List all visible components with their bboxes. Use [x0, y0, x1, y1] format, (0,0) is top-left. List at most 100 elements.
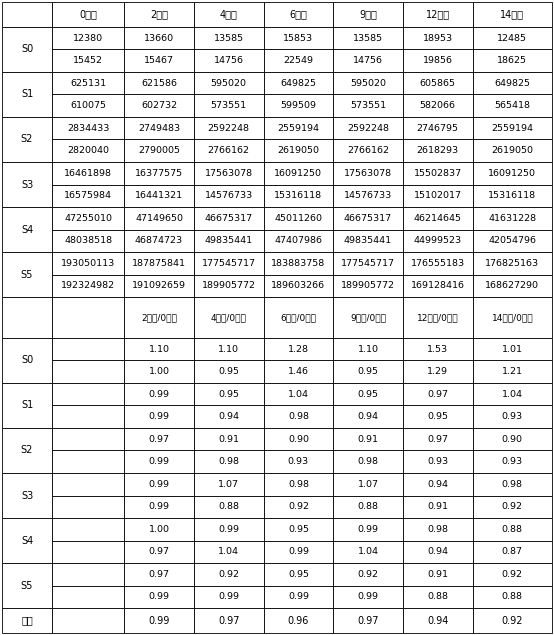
Text: 16441321: 16441321 [135, 191, 183, 200]
Bar [264, 207, 333, 230]
Text: S4: S4 [21, 225, 33, 234]
Bar [403, 27, 473, 50]
Text: 0.91: 0.91 [357, 435, 378, 444]
Text: 1.01: 1.01 [502, 345, 523, 354]
Bar [52, 297, 124, 338]
Text: 47407986: 47407986 [274, 236, 322, 245]
Text: 14576733: 14576733 [344, 191, 392, 200]
Bar [333, 495, 403, 518]
Text: 189905772: 189905772 [341, 281, 395, 290]
Bar [124, 608, 194, 633]
Bar [52, 428, 124, 450]
Bar [473, 72, 552, 95]
Bar [52, 338, 124, 360]
Bar [473, 540, 552, 563]
Bar [264, 297, 333, 338]
Bar [2, 72, 52, 117]
Text: 0.97: 0.97 [357, 615, 379, 625]
Bar [194, 608, 264, 633]
Bar [333, 383, 403, 405]
Text: 168627290: 168627290 [485, 281, 539, 290]
Bar [194, 585, 264, 608]
Bar [52, 2, 124, 27]
Text: 0.95: 0.95 [218, 390, 239, 399]
Text: 0.90: 0.90 [288, 435, 309, 444]
Text: 4个月: 4个月 [220, 10, 238, 20]
Text: 2592248: 2592248 [347, 124, 389, 133]
Bar [124, 230, 194, 252]
Text: 0.93: 0.93 [427, 457, 448, 466]
Bar [473, 405, 552, 428]
Bar [333, 252, 403, 275]
Text: 13585: 13585 [353, 34, 383, 43]
Text: 0.95: 0.95 [357, 390, 378, 399]
Text: 6个月: 6个月 [289, 10, 307, 20]
Text: 14756: 14756 [353, 56, 383, 65]
Bar [264, 383, 333, 405]
Text: 177545717: 177545717 [202, 259, 256, 268]
Text: 0.96: 0.96 [288, 615, 309, 625]
Text: S0: S0 [21, 44, 33, 55]
Text: 0.95: 0.95 [288, 525, 309, 534]
Text: 595020: 595020 [211, 79, 247, 88]
Text: 621586: 621586 [141, 79, 177, 88]
Bar [264, 428, 333, 450]
Text: 192324982: 192324982 [61, 281, 115, 290]
Text: 14756: 14756 [214, 56, 244, 65]
Bar [473, 27, 552, 50]
Bar [124, 162, 194, 185]
Bar [194, 185, 264, 207]
Bar [52, 50, 124, 72]
Text: 22549: 22549 [284, 56, 314, 65]
Text: 0.88: 0.88 [502, 592, 523, 601]
Text: S1: S1 [21, 90, 33, 100]
Text: 46675317: 46675317 [204, 214, 253, 223]
Text: 13585: 13585 [214, 34, 244, 43]
Text: 0.97: 0.97 [427, 390, 448, 399]
Bar [194, 117, 264, 140]
Bar [473, 185, 552, 207]
Text: 0.88: 0.88 [427, 592, 448, 601]
Text: 0.94: 0.94 [427, 615, 448, 625]
Text: S1: S1 [21, 401, 33, 410]
Bar [194, 338, 264, 360]
Bar [473, 297, 552, 338]
Bar [403, 117, 473, 140]
Bar [403, 95, 473, 117]
Bar [333, 297, 403, 338]
Text: 649825: 649825 [494, 79, 530, 88]
Text: 573551: 573551 [350, 101, 386, 110]
Bar [194, 230, 264, 252]
Text: 0.97: 0.97 [427, 435, 448, 444]
Bar [124, 275, 194, 297]
Text: 18625: 18625 [497, 56, 527, 65]
Text: 16575984: 16575984 [64, 191, 112, 200]
Bar [124, 450, 194, 473]
Text: 49835441: 49835441 [204, 236, 253, 245]
Text: 565418: 565418 [494, 101, 530, 110]
Bar [124, 563, 194, 585]
Bar [52, 450, 124, 473]
Text: 0.99: 0.99 [288, 547, 309, 556]
Bar [403, 2, 473, 27]
Text: 0.94: 0.94 [218, 412, 239, 421]
Bar [403, 140, 473, 162]
Bar [403, 495, 473, 518]
Text: S2: S2 [21, 135, 33, 145]
Bar [403, 383, 473, 405]
Bar [194, 275, 264, 297]
Text: 45011260: 45011260 [274, 214, 322, 223]
Text: 1.29: 1.29 [427, 367, 448, 376]
Bar [264, 275, 333, 297]
Bar [264, 405, 333, 428]
Bar [403, 297, 473, 338]
Text: 15452: 15452 [73, 56, 103, 65]
Text: 189905772: 189905772 [202, 281, 256, 290]
Bar [2, 563, 52, 608]
Text: 0.88: 0.88 [218, 502, 239, 511]
Text: 0.98: 0.98 [288, 412, 309, 421]
Bar [194, 297, 264, 338]
Text: 0.92: 0.92 [501, 615, 523, 625]
Bar [264, 50, 333, 72]
Text: 0.92: 0.92 [218, 570, 239, 579]
